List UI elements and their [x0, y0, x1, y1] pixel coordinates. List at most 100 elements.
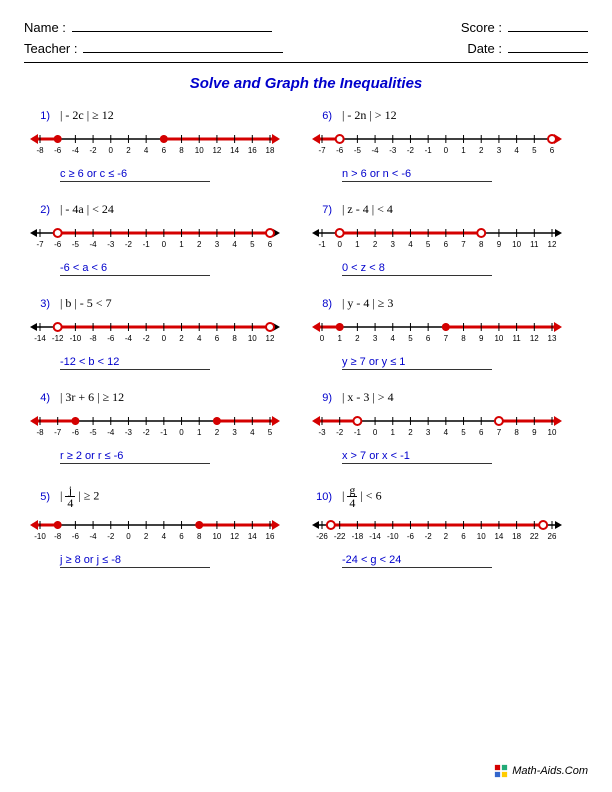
score-blank: [508, 31, 588, 32]
svg-text:4: 4: [391, 334, 396, 343]
svg-text:-7: -7: [318, 146, 326, 155]
svg-text:22: 22: [530, 532, 539, 541]
svg-text:2: 2: [355, 334, 360, 343]
svg-text:6: 6: [550, 146, 555, 155]
header-top: Name : Score :: [24, 20, 588, 35]
svg-text:-6: -6: [54, 240, 62, 249]
svg-text:8: 8: [514, 428, 519, 437]
svg-text:2: 2: [408, 428, 413, 437]
svg-text:-6: -6: [72, 532, 80, 541]
svg-text:-1: -1: [160, 428, 168, 437]
svg-text:6: 6: [444, 240, 449, 249]
problem: 4)| 3r + 6 | ≥ 12-8-7-6-5-4-3-2-1012345r…: [24, 390, 306, 484]
svg-text:0: 0: [126, 532, 131, 541]
svg-text:5: 5: [268, 428, 273, 437]
svg-text:3: 3: [391, 240, 396, 249]
number-line: -8-7-6-5-4-3-2-1012345: [30, 409, 280, 443]
svg-text:9: 9: [497, 240, 502, 249]
svg-text:6: 6: [461, 532, 466, 541]
svg-text:11: 11: [530, 240, 539, 249]
svg-text:1: 1: [179, 240, 184, 249]
problem-expression: | x - 3 | > 4: [342, 390, 394, 405]
svg-text:7: 7: [461, 240, 466, 249]
svg-text:10: 10: [477, 532, 486, 541]
problem-answer: -24 < g < 24: [342, 554, 492, 568]
svg-text:4: 4: [197, 334, 202, 343]
svg-text:-1: -1: [318, 240, 326, 249]
svg-text:5: 5: [426, 240, 431, 249]
svg-text:5: 5: [408, 334, 413, 343]
svg-text:0: 0: [337, 240, 342, 249]
problem-answer: j ≥ 8 or j ≤ -8: [60, 554, 210, 568]
problem-number: 6): [312, 110, 332, 122]
svg-text:7: 7: [444, 334, 449, 343]
svg-text:-2: -2: [407, 146, 415, 155]
problems-grid: 1)| - 2c | ≥ 12-8-6-4-2024681012141618c …: [24, 108, 588, 588]
problem: 9)| x - 3 | > 4-3-2-1012345678910x > 7 o…: [306, 390, 588, 484]
svg-text:10: 10: [212, 532, 221, 541]
number-line: -14-12-10-8-6-4-2024681012: [30, 315, 280, 349]
svg-text:16: 16: [266, 532, 275, 541]
svg-text:-2: -2: [425, 532, 433, 541]
svg-text:1: 1: [197, 428, 202, 437]
svg-text:-22: -22: [334, 532, 346, 541]
svg-text:26: 26: [548, 532, 557, 541]
number-line: -3-2-1012345678910: [312, 409, 562, 443]
svg-text:12: 12: [230, 532, 239, 541]
svg-text:2: 2: [179, 334, 184, 343]
svg-text:-2: -2: [107, 532, 115, 541]
svg-text:4: 4: [514, 146, 519, 155]
svg-text:10: 10: [494, 334, 503, 343]
problem-expression: | b | - 5 < 7: [60, 296, 112, 311]
problem: 6)| - 2n | > 12-7-6-5-4-3-2-10123456n > …: [306, 108, 588, 202]
problem: 8)| y - 4 | ≥ 3012345678910111213y ≥ 7 o…: [306, 296, 588, 390]
svg-text:-12: -12: [52, 334, 64, 343]
header-bottom: Teacher : Date :: [24, 41, 588, 56]
problem-number: 3): [30, 298, 50, 310]
svg-text:-1: -1: [143, 240, 151, 249]
svg-text:4: 4: [162, 532, 167, 541]
svg-text:-6: -6: [407, 532, 415, 541]
svg-text:10: 10: [195, 146, 204, 155]
name-blank: [72, 31, 272, 32]
svg-text:2: 2: [373, 240, 378, 249]
number-line: -7-6-5-4-3-2-10123456: [30, 221, 280, 255]
svg-text:-3: -3: [125, 428, 133, 437]
problem-expression: | j4 | ≥ 2: [60, 484, 99, 509]
footer-text: Math-Aids.Com: [512, 765, 588, 777]
svg-text:10: 10: [248, 334, 257, 343]
score-label: Score :: [461, 20, 502, 35]
svg-text:7: 7: [497, 428, 502, 437]
number-line: 012345678910111213: [312, 315, 562, 349]
svg-text:-10: -10: [387, 532, 399, 541]
svg-text:-18: -18: [352, 532, 364, 541]
svg-text:8: 8: [179, 146, 184, 155]
svg-text:-3: -3: [107, 240, 115, 249]
svg-text:10: 10: [512, 240, 521, 249]
problem-expression: | - 2n | > 12: [342, 108, 397, 123]
header-rule: [24, 62, 588, 63]
problem-number: 9): [312, 392, 332, 404]
svg-text:2: 2: [144, 532, 149, 541]
svg-text:-2: -2: [125, 240, 133, 249]
svg-text:-10: -10: [70, 334, 82, 343]
svg-text:-8: -8: [54, 532, 62, 541]
svg-text:-2: -2: [143, 334, 151, 343]
svg-text:9: 9: [479, 334, 484, 343]
svg-text:-6: -6: [107, 334, 115, 343]
svg-text:8: 8: [461, 334, 466, 343]
svg-text:4: 4: [444, 428, 449, 437]
svg-text:-6: -6: [54, 146, 62, 155]
problem-number: 5): [30, 491, 50, 503]
svg-text:-2: -2: [336, 428, 344, 437]
teacher-label: Teacher :: [24, 41, 77, 56]
svg-text:-4: -4: [90, 532, 98, 541]
svg-text:8: 8: [197, 532, 202, 541]
problem-answer: y ≥ 7 or y ≤ 1: [342, 356, 492, 370]
svg-text:-7: -7: [54, 428, 62, 437]
problem-answer: -6 < a < 6: [60, 262, 210, 276]
problem-number: 10): [312, 491, 332, 503]
logo-icon: [494, 764, 508, 778]
svg-text:6: 6: [179, 532, 184, 541]
svg-text:-5: -5: [354, 146, 362, 155]
